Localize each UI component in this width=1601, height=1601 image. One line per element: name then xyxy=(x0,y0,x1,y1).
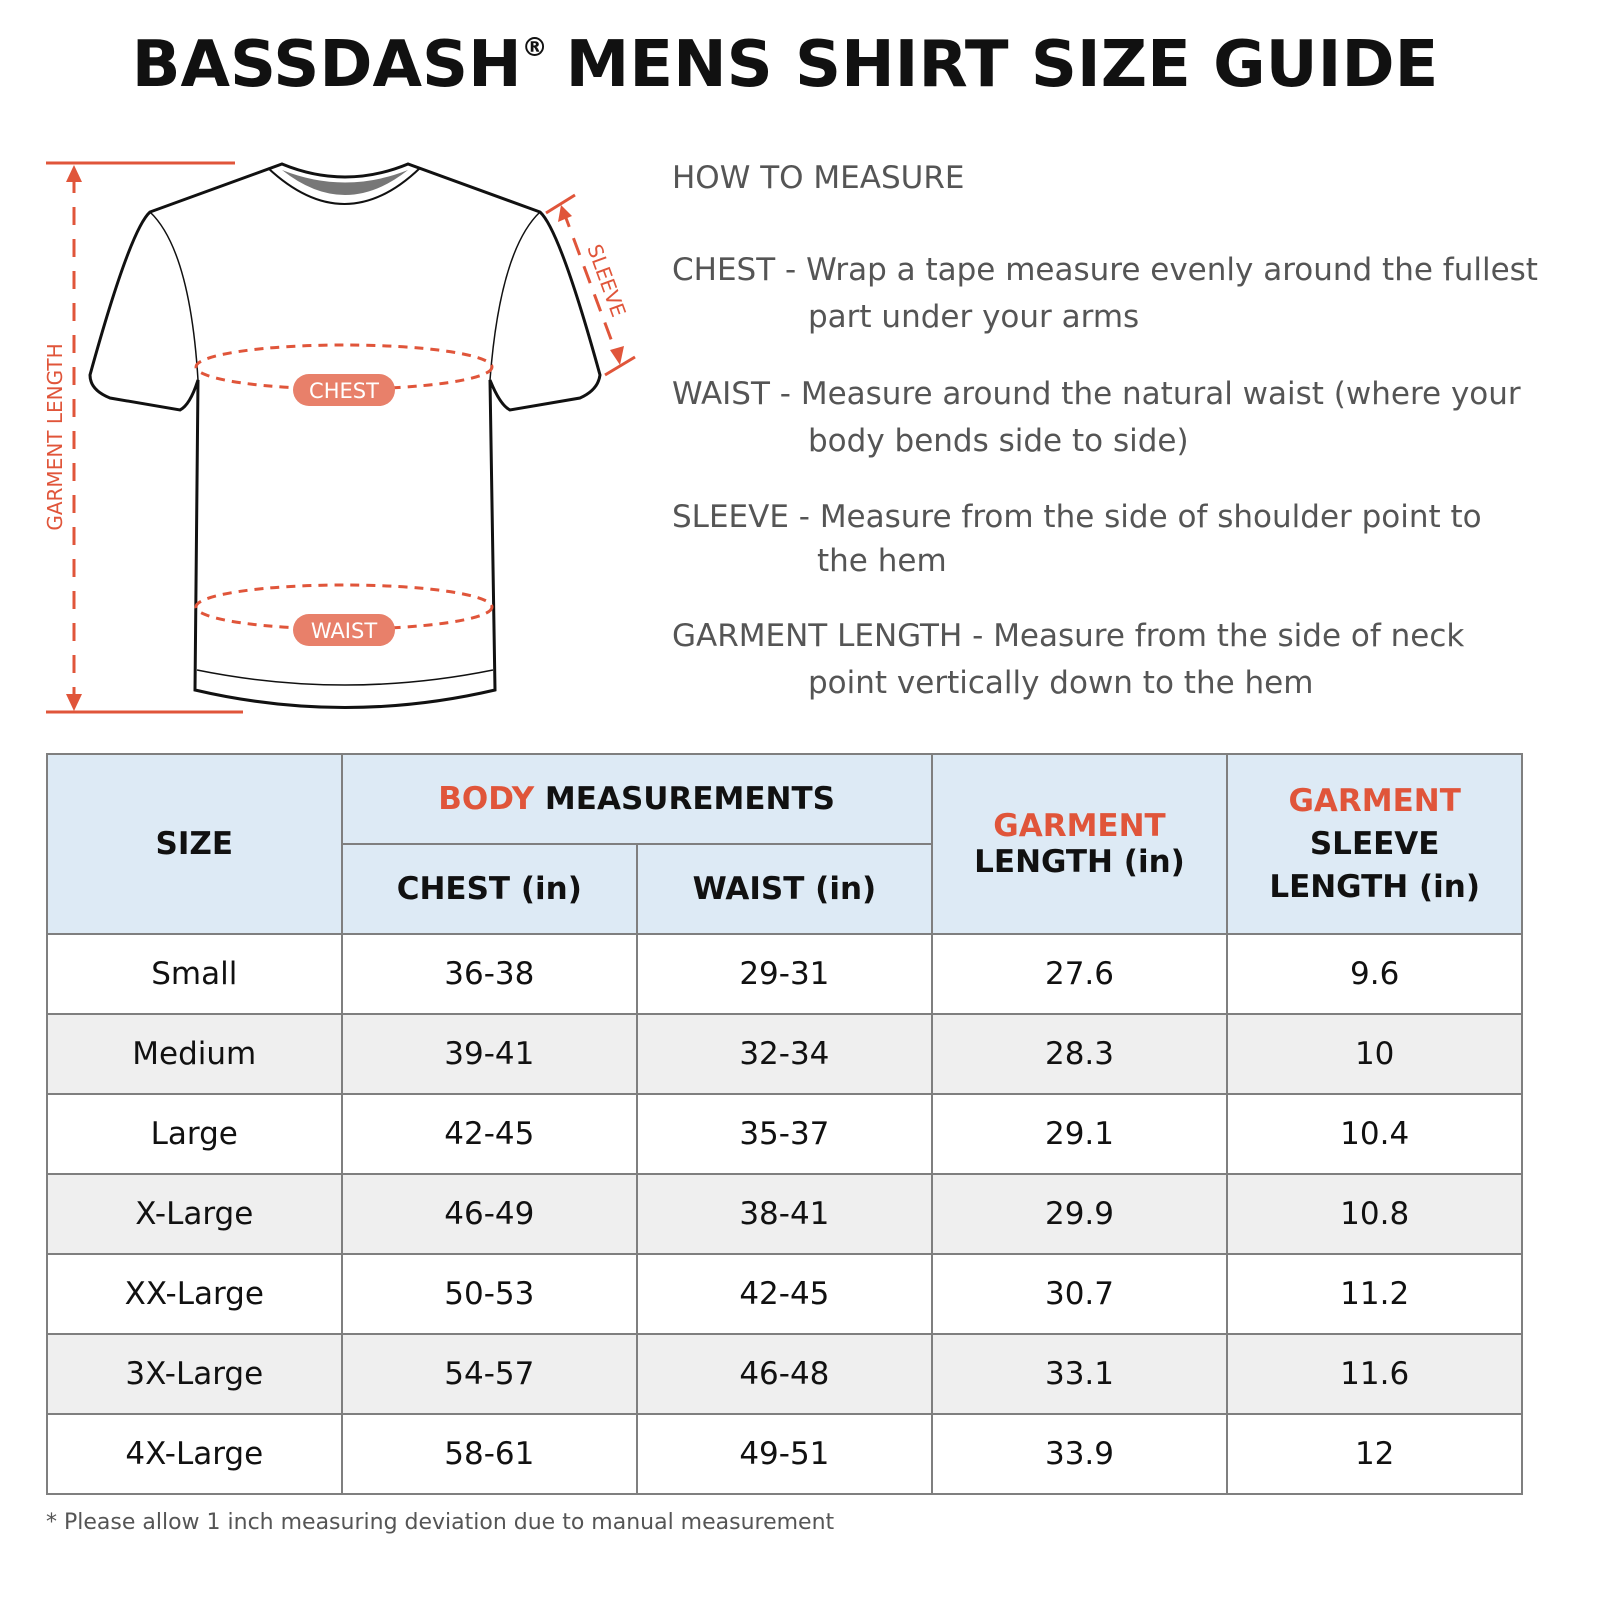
brand: BASSDASH xyxy=(131,28,522,102)
text: Measure from the side of shoulder point … xyxy=(819,499,1482,535)
header-body-measurements: BODY MEASUREMENTS xyxy=(340,753,933,845)
table-cell: 10 xyxy=(1226,1013,1523,1095)
title-text: MENS SHIRT SIZE GUIDE xyxy=(565,28,1439,102)
table-cell: 36-38 xyxy=(340,933,639,1015)
term: GARMENT LENGTH - xyxy=(672,618,994,654)
footnote: * Please allow 1 inch measuring deviatio… xyxy=(46,1510,835,1535)
table-cell: 10.4 xyxy=(1226,1093,1523,1175)
table-row: Large 42-45 35-37 29.1 10.4 xyxy=(46,1093,1523,1175)
table-cell: 42-45 xyxy=(636,1253,933,1335)
text: Wrap a tape measure evenly around the fu… xyxy=(806,252,1538,288)
table-cell: 11.6 xyxy=(1226,1333,1523,1415)
shirt-outline xyxy=(88,162,602,709)
arrow-down-icon xyxy=(66,694,82,711)
table-cell: 39-41 xyxy=(340,1013,639,1095)
size-table: SIZE BODY MEASUREMENTS GARMENT LENGTH (in… xyxy=(46,753,1523,1495)
table-cell: 29.1 xyxy=(930,1093,1229,1175)
table-cell: 29.9 xyxy=(930,1173,1229,1255)
instruction-chest: CHEST - Wrap a tape measure evenly aroun… xyxy=(672,247,1572,341)
table-cell: 35-37 xyxy=(636,1093,933,1175)
table-row: 3X-Large 54-57 46-48 33.1 11.6 xyxy=(46,1333,1523,1415)
table-cell: 32-34 xyxy=(636,1013,933,1095)
header-text: LENGTH (in) xyxy=(1269,868,1481,905)
header-sleeve-length: GARMENT SLEEVE LENGTH (in) xyxy=(1226,753,1523,935)
table-cell: 46-49 xyxy=(340,1173,639,1255)
table-cell: 11.2 xyxy=(1226,1253,1523,1335)
table-cell: 30.7 xyxy=(930,1253,1229,1335)
table-cell: 33.9 xyxy=(930,1413,1229,1495)
table-cell: 12 xyxy=(1226,1413,1523,1495)
garment-length-label: GARMENT LENGTH xyxy=(43,343,67,530)
arrow-up-icon xyxy=(66,165,82,182)
how-to-measure: HOW TO MEASURE CHEST - Wrap a tape measu… xyxy=(672,155,1572,737)
term: SLEEVE - xyxy=(672,499,820,535)
table-cell: 10.8 xyxy=(1226,1173,1523,1255)
table-cell: Large xyxy=(46,1093,343,1175)
table-row: 4X-Large 58-61 49-51 33.9 12 xyxy=(46,1413,1523,1495)
header-red: GARMENT xyxy=(993,808,1166,844)
table-cell: 49-51 xyxy=(636,1413,933,1495)
table-cell: 46-48 xyxy=(636,1333,933,1415)
table-row: Medium 39-41 32-34 28.3 10 xyxy=(46,1013,1523,1095)
header-text: LENGTH (in) xyxy=(974,844,1185,880)
header-red: GARMENT xyxy=(1288,782,1461,819)
header-text: SLEEVE xyxy=(1309,825,1440,862)
instruction-sleeve: SLEEVE - Measure from the side of should… xyxy=(672,495,1572,583)
chest-label: CHEST xyxy=(309,379,379,403)
table-row: X-Large 46-49 38-41 29.9 10.8 xyxy=(46,1173,1523,1255)
instruction-garment-length: GARMENT LENGTH - Measure from the side o… xyxy=(672,613,1572,707)
table-cell: X-Large xyxy=(46,1173,343,1255)
table-cell: 38-41 xyxy=(636,1173,933,1255)
term: CHEST - xyxy=(672,252,807,288)
header-red: BODY xyxy=(438,781,535,817)
header-size: SIZE xyxy=(46,753,343,935)
text: Measure around the natural waist (where … xyxy=(800,376,1521,412)
table-cell: 27.6 xyxy=(930,933,1229,1015)
table-cell: XX-Large xyxy=(46,1253,343,1335)
table-cell: 58-61 xyxy=(340,1413,639,1495)
table-cell: 29-31 xyxy=(636,933,933,1015)
waist-label: WAIST xyxy=(311,619,378,643)
table-cell: 54-57 xyxy=(340,1333,639,1415)
page-title: BASSDASH® MENS SHIRT SIZE GUIDE xyxy=(0,28,1570,102)
table-cell: 50-53 xyxy=(340,1253,639,1335)
table-cell: Small xyxy=(46,933,343,1015)
header-chest: CHEST (in) xyxy=(340,843,639,935)
header-waist: WAIST (in) xyxy=(636,843,933,935)
header-text: MEASUREMENTS xyxy=(534,781,835,817)
how-to-heading: HOW TO MEASURE xyxy=(672,160,965,196)
instruction-waist: WAIST - Measure around the natural waist… xyxy=(672,371,1572,465)
header-garment-length: GARMENT LENGTH (in) xyxy=(930,753,1229,935)
table-cell: 28.3 xyxy=(930,1013,1229,1095)
registered-mark: ® xyxy=(521,33,548,63)
table-cell: 9.6 xyxy=(1226,933,1523,1015)
text: part under your arms xyxy=(808,299,1140,335)
table-row: Small 36-38 29-31 27.6 9.6 xyxy=(46,933,1523,1015)
text: Measure from the side of neck xyxy=(993,618,1465,654)
text: point vertically down to the hem xyxy=(808,665,1314,701)
table-cell: 33.1 xyxy=(930,1333,1229,1415)
text: body bends side to side) xyxy=(808,423,1189,459)
table-cell: 4X-Large xyxy=(46,1413,343,1495)
table-cell: Medium xyxy=(46,1013,343,1095)
shirt-diagram: CHEST WAIST GARMENT LENGTH SLEEVE xyxy=(43,161,636,714)
table-cell: 42-45 xyxy=(340,1093,639,1175)
table-row: XX-Large 50-53 42-45 30.7 11.2 xyxy=(46,1253,1523,1335)
term: WAIST - xyxy=(672,376,801,412)
text: the hem xyxy=(817,543,947,579)
table-cell: 3X-Large xyxy=(46,1333,343,1415)
